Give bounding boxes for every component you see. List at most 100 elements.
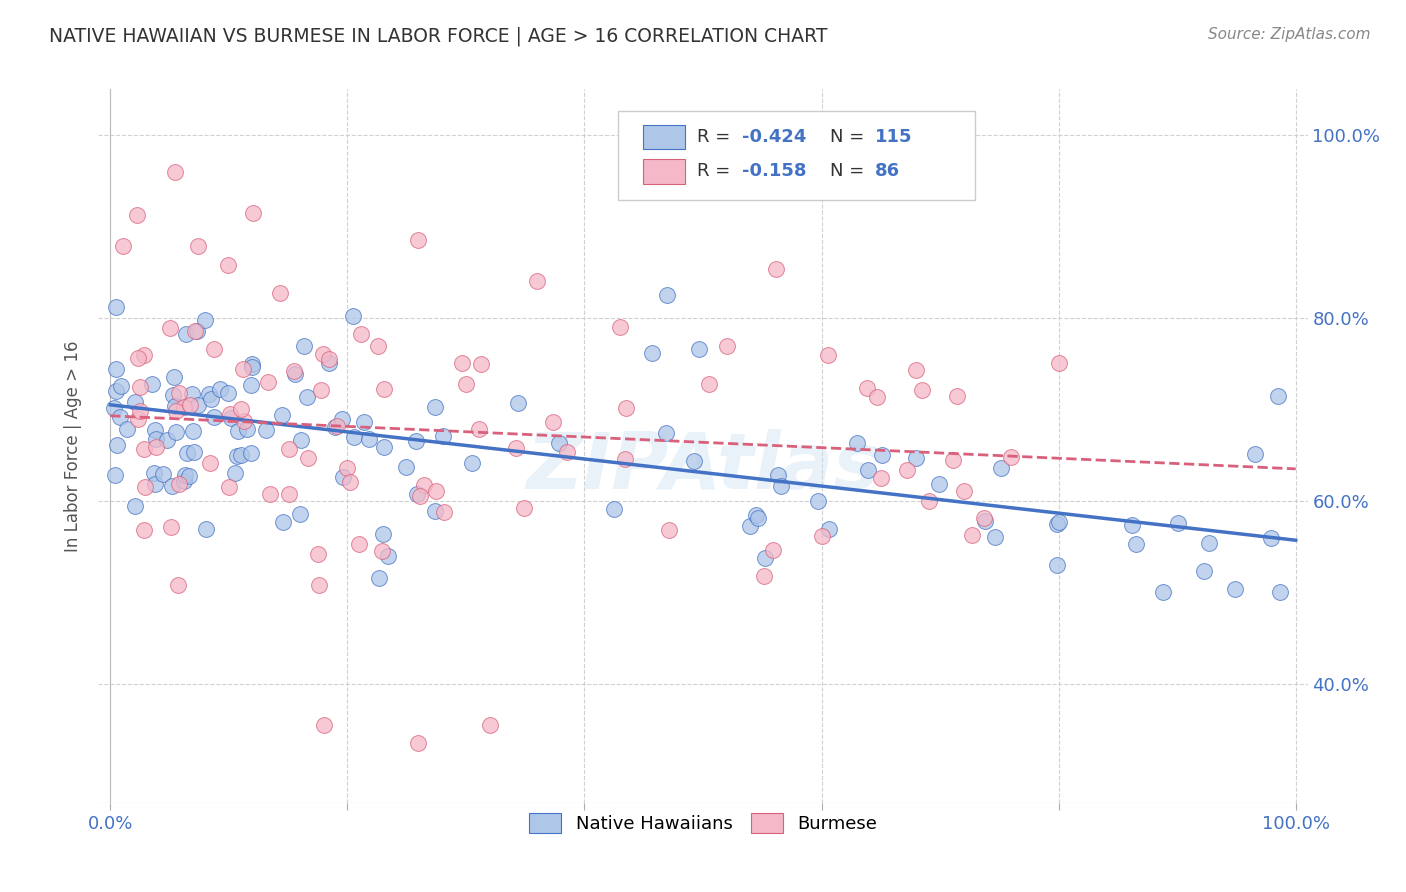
Point: [905, 363, 928, 377]
Point: [866, 390, 889, 404]
Point: [104, 300, 127, 314]
Point: [163, 165, 186, 179]
Point: [406, 487, 429, 501]
Point: [1268, 585, 1291, 599]
Point: [349, 327, 371, 342]
Point: [1046, 558, 1069, 572]
Point: [942, 453, 965, 467]
Point: [209, 382, 232, 396]
FancyBboxPatch shape: [643, 125, 685, 150]
Point: [513, 500, 536, 515]
Point: [134, 480, 156, 494]
Point: [683, 453, 706, 467]
Point: [655, 425, 678, 440]
Point: [716, 339, 738, 353]
Point: [347, 537, 370, 551]
Point: [142, 467, 165, 481]
Point: [152, 467, 174, 481]
Point: [115, 422, 138, 436]
Point: [179, 398, 201, 412]
Point: [409, 489, 432, 503]
Point: [336, 460, 359, 475]
Point: [762, 543, 785, 558]
Point: [105, 384, 128, 398]
Point: [359, 432, 381, 446]
Point: [129, 380, 152, 394]
Point: [256, 423, 278, 437]
Point: [283, 364, 305, 378]
Point: [807, 493, 830, 508]
Point: [183, 445, 205, 459]
Point: [370, 543, 392, 558]
Point: [186, 324, 208, 338]
Point: [104, 468, 127, 483]
Text: 115: 115: [875, 128, 912, 146]
Point: [952, 484, 974, 499]
Point: [367, 571, 389, 585]
Point: [127, 351, 149, 366]
Point: [332, 470, 354, 484]
Point: [425, 400, 447, 414]
Point: [105, 438, 128, 452]
Point: [143, 477, 166, 491]
Point: [614, 401, 637, 416]
Point: [134, 348, 156, 362]
Point: [377, 549, 399, 563]
Text: NATIVE HAWAIIAN VS BURMESE IN LABOR FORCE | AGE > 16 CORRELATION CHART: NATIVE HAWAIIAN VS BURMESE IN LABOR FORC…: [49, 27, 828, 46]
Point: [655, 288, 678, 302]
Point: [240, 357, 263, 371]
Point: [176, 445, 198, 459]
Point: [918, 494, 941, 508]
Point: [225, 449, 247, 463]
Point: [240, 378, 263, 392]
Point: [373, 441, 395, 455]
Point: [1125, 536, 1147, 550]
Point: [548, 436, 571, 450]
Point: [754, 569, 776, 583]
Point: [845, 435, 868, 450]
Point: [290, 433, 312, 447]
Point: [242, 205, 264, 219]
Point: [125, 208, 148, 222]
Point: [163, 370, 186, 384]
Point: [165, 425, 187, 440]
Point: [603, 501, 626, 516]
Point: [911, 383, 934, 397]
Point: [332, 412, 354, 426]
Text: N =: N =: [830, 128, 870, 146]
Point: [108, 409, 131, 424]
Point: [1046, 516, 1069, 531]
Point: [1047, 356, 1070, 370]
Point: [745, 508, 768, 523]
Point: [373, 382, 395, 396]
Point: [1152, 585, 1174, 599]
Point: [218, 480, 240, 494]
Point: [373, 527, 395, 541]
Point: [217, 386, 239, 401]
Point: [226, 424, 249, 438]
Point: [297, 451, 319, 466]
Point: [271, 408, 294, 422]
Point: [461, 456, 484, 470]
Point: [810, 529, 832, 543]
Text: R =: R =: [697, 162, 735, 180]
Point: [1260, 531, 1282, 545]
Point: [277, 486, 299, 500]
Point: [425, 483, 447, 498]
Point: [1198, 536, 1220, 550]
Point: [323, 420, 346, 434]
Point: [124, 499, 146, 513]
Point: [163, 399, 186, 413]
Point: [197, 386, 219, 401]
Point: [232, 361, 254, 376]
Text: -0.158: -0.158: [742, 162, 806, 180]
Point: [181, 424, 204, 438]
Point: [557, 445, 579, 459]
Point: [167, 578, 190, 592]
Point: [218, 408, 240, 422]
Point: [614, 452, 637, 467]
Point: [962, 528, 984, 542]
Point: [284, 367, 307, 381]
Point: [309, 383, 332, 397]
Point: [433, 506, 456, 520]
